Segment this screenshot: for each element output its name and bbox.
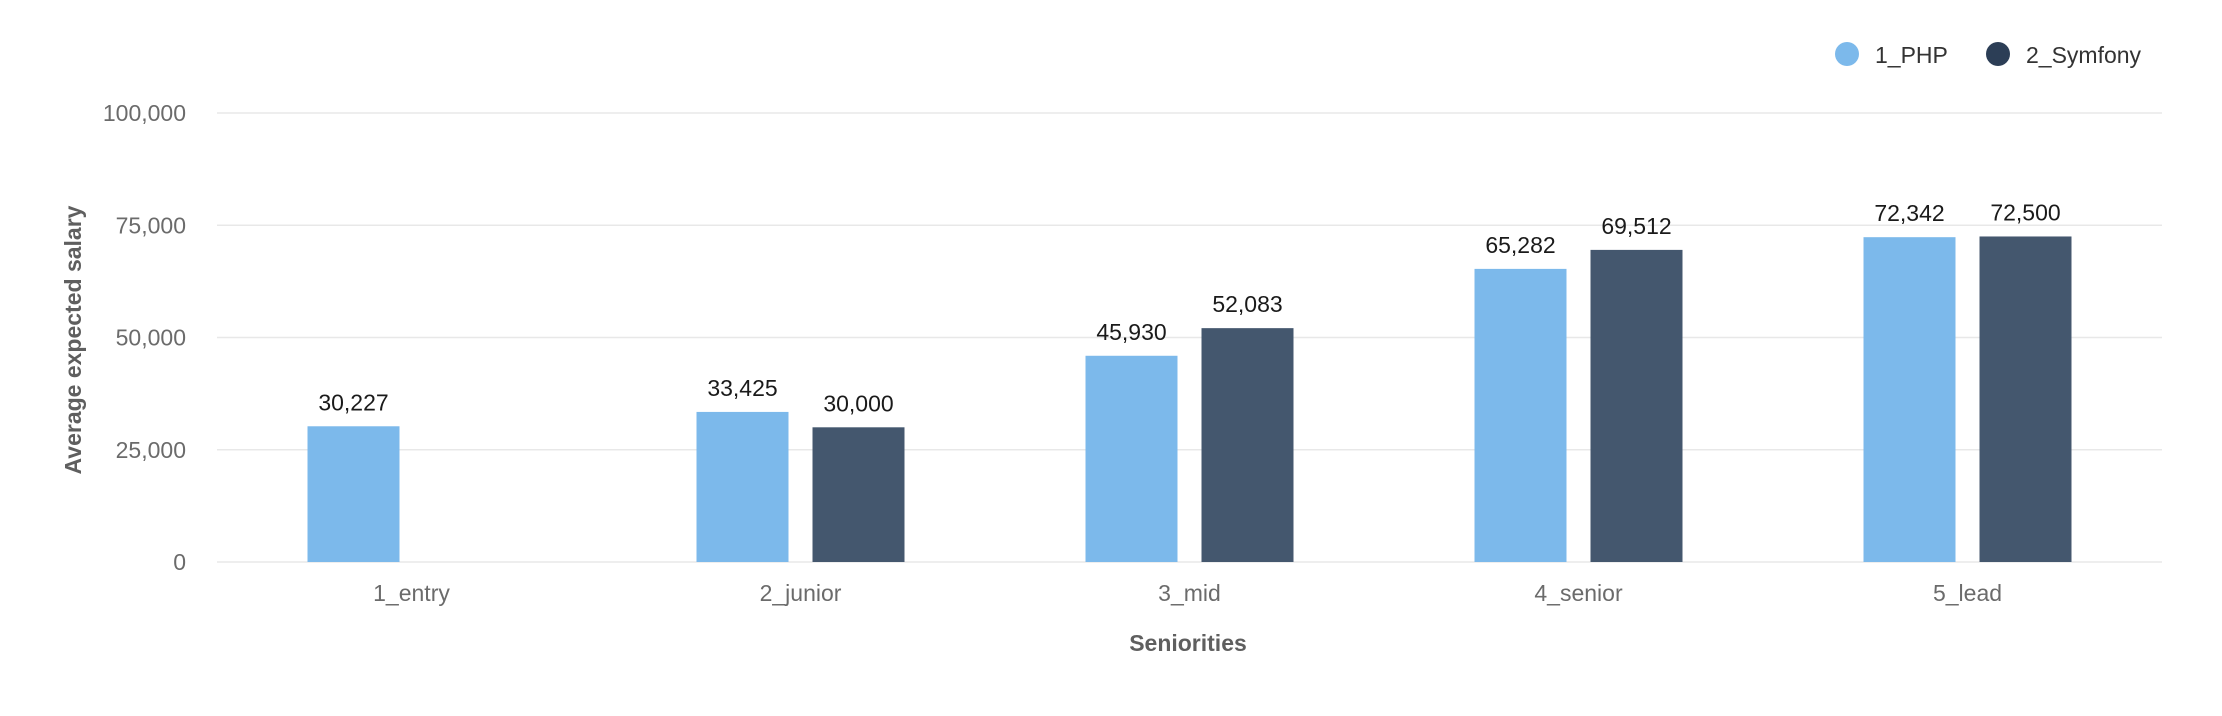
x-tick-label: 5_lead xyxy=(1933,580,2002,606)
x-axis-title: Seniorities xyxy=(1129,630,1247,656)
x-axis-ticks: 1_entry 2_junior 3_mid 4_senior 5_lead xyxy=(373,580,2002,606)
x-tick-label: 3_mid xyxy=(1158,580,1221,606)
bar-2_Symfony-3_mid xyxy=(1201,328,1294,562)
bar-1_PHP-1_entry xyxy=(307,426,400,562)
data-labels: 30,227 33,425 30,000 45,930 52,083 65,282 69,5… xyxy=(318,199,2060,416)
data-label: 30,227 xyxy=(318,389,388,415)
legend-marker-icon xyxy=(1835,42,1859,66)
y-tick-label: 100,000 xyxy=(103,100,186,126)
data-label: 45,930 xyxy=(1096,319,1166,345)
bar-1_PHP-5_lead xyxy=(1863,237,1956,562)
x-tick-label: 1_entry xyxy=(373,580,450,606)
data-label: 72,342 xyxy=(1874,200,1944,226)
legend: 1_PHP 2_Symfony xyxy=(1835,42,2142,68)
data-label: 65,282 xyxy=(1485,232,1555,258)
bar-1_PHP-4_senior xyxy=(1474,268,1567,562)
legend-label: 1_PHP xyxy=(1875,42,1948,68)
legend-label: 2_Symfony xyxy=(2026,42,2142,68)
data-label: 69,512 xyxy=(1601,213,1671,239)
data-label: 30,000 xyxy=(823,390,893,416)
y-tick-label: 25,000 xyxy=(116,437,186,463)
bar-1_PHP-2_junior xyxy=(696,411,789,562)
y-tick-label: 50,000 xyxy=(116,325,186,351)
bar-2_Symfony-5_lead xyxy=(1979,236,2072,562)
legend-item-1_PHP[interactable]: 1_PHP xyxy=(1835,42,1948,68)
legend-marker-icon xyxy=(1986,42,2010,66)
data-label: 33,425 xyxy=(707,375,777,401)
y-axis-ticks: 0 25,000 50,000 75,000 100,000 xyxy=(103,100,186,575)
bar-2_Symfony-4_senior xyxy=(1590,249,1683,562)
bar-1_PHP-3_mid xyxy=(1085,355,1178,562)
x-tick-label: 4_senior xyxy=(1534,580,1623,606)
data-label: 72,500 xyxy=(1990,199,2060,225)
y-tick-label: 0 xyxy=(173,549,186,575)
gridlines xyxy=(217,112,2162,563)
bars xyxy=(307,236,2072,562)
data-label: 52,083 xyxy=(1212,291,1282,317)
x-tick-label: 2_junior xyxy=(760,580,842,606)
bar-2_Symfony-2_junior xyxy=(812,427,905,562)
y-axis-title: Average expected salary xyxy=(60,205,86,474)
legend-item-2_Symfony[interactable]: 2_Symfony xyxy=(1986,42,2142,68)
y-tick-label: 75,000 xyxy=(116,212,186,238)
